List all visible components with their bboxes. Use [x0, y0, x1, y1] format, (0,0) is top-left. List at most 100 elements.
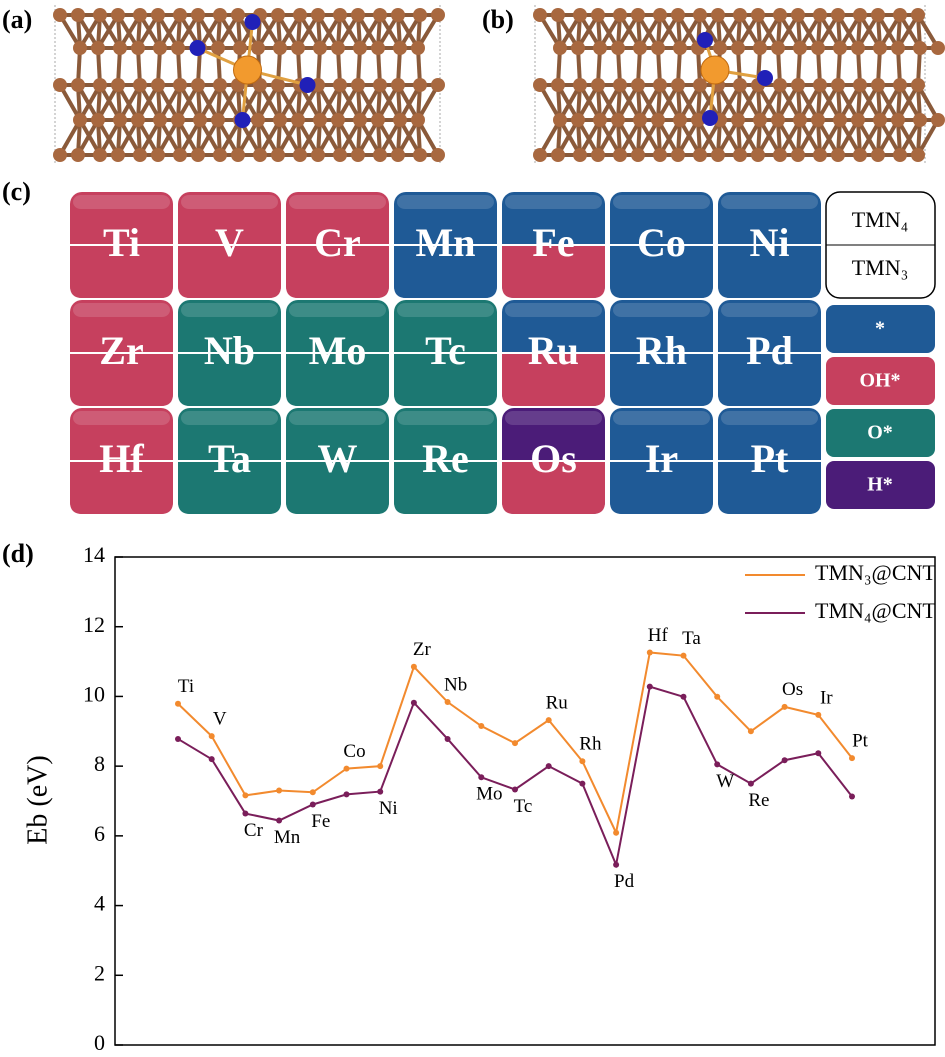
carbon-atom	[331, 113, 345, 127]
element-symbol: Hf	[99, 436, 144, 481]
point-label: Ta	[682, 628, 701, 649]
carbon-atom	[811, 113, 825, 127]
carbon-atom	[391, 78, 405, 92]
carbon-atom	[711, 8, 725, 22]
y-tick-label: 0	[94, 1030, 105, 1055]
carbon-atom	[271, 8, 285, 22]
carbon-atom	[413, 148, 427, 162]
carbon-atom	[851, 113, 865, 127]
carbon-atom	[111, 78, 125, 92]
point	[747, 728, 754, 735]
carbon-atom	[333, 78, 347, 92]
element-symbol: W	[318, 436, 358, 481]
point	[680, 693, 687, 700]
carbon-atom	[171, 41, 185, 55]
carbon-atom	[93, 78, 107, 92]
carbon-atom	[71, 78, 85, 92]
carbon-atom	[671, 8, 685, 22]
carbon-atom	[653, 148, 667, 162]
element-symbol: Ta	[208, 436, 251, 481]
cell-gloss	[613, 195, 710, 209]
carbon-atom	[353, 41, 367, 55]
carbon-atom	[711, 148, 725, 162]
carbon-atom	[231, 8, 245, 22]
point-label: Mn	[274, 827, 301, 848]
point	[242, 810, 249, 817]
carbon-atom	[551, 148, 565, 162]
carbon-atom	[411, 41, 425, 55]
element-symbol: Nb	[204, 328, 255, 373]
carbon-atom	[733, 148, 747, 162]
carbon-atom	[273, 113, 287, 127]
carbon-atom	[111, 148, 125, 162]
carbon-atom	[271, 148, 285, 162]
cell-gloss	[505, 195, 602, 209]
carbon-atom	[413, 8, 427, 22]
carbon-atom	[611, 41, 625, 55]
legend-label: TMN₄@CNT	[815, 598, 936, 623]
carbon-atom	[213, 8, 227, 22]
cell-bottom	[70, 461, 173, 514]
carbon-atom	[573, 78, 587, 92]
point	[747, 780, 754, 787]
cell-bottom	[394, 353, 497, 406]
carbon-atom	[391, 8, 405, 22]
carbon-atom	[251, 41, 265, 55]
carbon-atom	[911, 8, 925, 22]
carbon-atom	[631, 78, 645, 92]
element-symbol: Mo	[309, 328, 367, 373]
carbon-atom	[793, 113, 807, 127]
point-label: Co	[343, 741, 365, 762]
carbon-atom	[713, 41, 727, 55]
cell-bottom	[178, 461, 281, 514]
carbon-atom	[571, 41, 585, 55]
point	[410, 699, 417, 706]
carbon-atom	[373, 148, 387, 162]
point-label: Nb	[444, 674, 467, 695]
point	[242, 792, 249, 799]
point	[309, 801, 316, 808]
carbon-atom	[771, 113, 785, 127]
point	[377, 763, 384, 770]
carbon-atom	[913, 41, 927, 55]
carbon-atom	[573, 8, 587, 22]
carbon-atom	[73, 113, 87, 127]
y-tick-label: 8	[94, 751, 105, 776]
carbon-atom	[831, 148, 845, 162]
carbon-atom	[831, 78, 845, 92]
carbon-atom	[871, 148, 885, 162]
y-tick-label: 12	[83, 612, 105, 637]
nitrogen-atom	[702, 110, 718, 126]
carbon-atom	[611, 113, 625, 127]
cell-gloss	[181, 195, 278, 209]
carbon-atom	[291, 113, 305, 127]
carbon-atom	[831, 8, 845, 22]
carbon-atom	[633, 41, 647, 55]
cell-gloss	[73, 411, 170, 425]
point-label: Ni	[379, 798, 398, 819]
carbon-atom	[653, 8, 667, 22]
structures	[53, 5, 945, 165]
carbon-atom	[893, 148, 907, 162]
point	[343, 765, 350, 772]
point	[714, 761, 721, 768]
carbon-atom	[333, 8, 347, 22]
carbon-atom	[613, 8, 627, 22]
cell-bottom	[718, 245, 821, 298]
cell-bottom	[178, 353, 281, 406]
carbon-atom	[791, 78, 805, 92]
carbon-atom	[691, 113, 705, 127]
carbon-atom	[893, 8, 907, 22]
cell-gloss	[73, 195, 170, 209]
point	[410, 663, 417, 670]
y-tick-label: 2	[94, 960, 105, 985]
carbon-atom	[213, 78, 227, 92]
point	[444, 699, 451, 706]
carbon-atom	[151, 78, 165, 92]
carbon-atom	[853, 8, 867, 22]
carbon-atom	[813, 8, 827, 22]
carbon-atom	[351, 8, 365, 22]
carbon-atom	[351, 148, 365, 162]
carbon-atom	[431, 78, 445, 92]
